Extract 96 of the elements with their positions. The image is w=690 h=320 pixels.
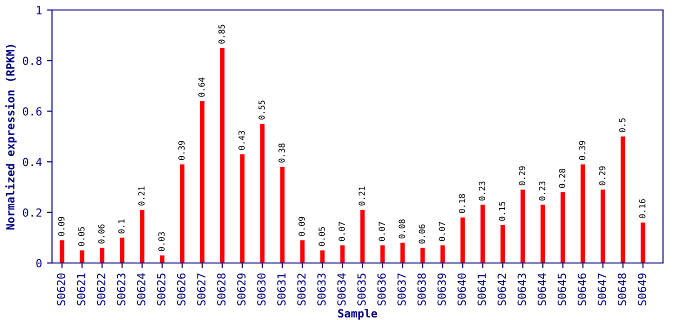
x-axis-title: Sample <box>338 308 378 320</box>
bar <box>300 240 305 263</box>
x-tick-label: S0646 <box>578 273 586 306</box>
y-axis-title: Normalized expression (RPKM) <box>5 44 17 230</box>
data-label: 0.39 <box>178 141 185 160</box>
data-label: 0.39 <box>579 141 586 160</box>
data-label: 0.09 <box>298 216 305 236</box>
x-tick-label: S0625 <box>157 274 166 306</box>
data-label: 0.03 <box>158 232 165 252</box>
x-tick-label: S0639 <box>437 273 446 306</box>
bar <box>160 255 164 263</box>
data-label: 0.15 <box>498 202 506 221</box>
bar <box>420 248 425 263</box>
data-label: 0.43 <box>238 130 245 150</box>
x-tick-label: S0626 <box>177 273 186 306</box>
x-tick-label: S0627 <box>197 274 206 306</box>
x-tick-label: S0649 <box>638 273 646 306</box>
bar <box>280 166 285 263</box>
data-label: 0.07 <box>438 222 446 241</box>
bar <box>260 124 265 263</box>
bar <box>360 210 365 263</box>
x-tick-label: S0631 <box>277 273 286 306</box>
bar <box>400 242 405 263</box>
bar <box>540 204 546 263</box>
y-tick-label: 0.6 <box>22 107 42 116</box>
x-tick-label: S0643 <box>518 274 526 306</box>
data-label: 0.21 <box>358 186 365 206</box>
bar <box>440 245 445 263</box>
bar <box>640 222 646 263</box>
x-tick-label: S0635 <box>357 274 366 306</box>
bar <box>580 164 586 263</box>
x-tick-label: S0623 <box>116 274 126 306</box>
data-label: 0.85 <box>218 24 225 44</box>
x-tick-label: S0622 <box>96 274 106 306</box>
data-label: 0.38 <box>278 144 285 163</box>
y-tick-label: 0.2 <box>22 208 42 217</box>
x-tick-label: S0634 <box>337 273 346 306</box>
x-tick-label: S0632 <box>297 274 306 306</box>
data-label: 0.23 <box>538 182 546 200</box>
data-label: 0.5 <box>619 118 626 132</box>
bar <box>620 136 626 263</box>
x-tick-label: S0620 <box>56 273 66 306</box>
bar <box>180 164 184 263</box>
data-label: 0.16 <box>639 199 646 218</box>
data-label: 0.09 <box>58 216 64 236</box>
bar <box>240 154 245 263</box>
x-tick-label: S0630 <box>257 273 266 306</box>
bar <box>200 101 204 263</box>
data-label: 0.05 <box>78 227 84 246</box>
y-tick-label: 1 <box>36 6 42 14</box>
bar <box>520 190 525 263</box>
y-tick-label: 0.4 <box>22 158 42 166</box>
data-label: 0.06 <box>98 224 105 244</box>
x-tick-label: S0629 <box>237 273 246 306</box>
x-tick-label: S0642 <box>498 274 506 306</box>
y-tick-label: 0.8 <box>22 56 42 66</box>
x-tick-label: S0636 <box>377 273 386 306</box>
bar <box>220 48 224 263</box>
data-label: 0.18 <box>458 194 466 214</box>
x-tick-label: S0644 <box>538 273 546 306</box>
x-tick-label: S0624 <box>136 273 146 306</box>
data-label: 0.55 <box>258 100 265 120</box>
bar <box>140 210 144 263</box>
x-tick-label: S0633 <box>317 274 326 306</box>
data-label: 0.23 <box>478 182 486 200</box>
x-tick-label: S0638 <box>417 273 426 306</box>
bar <box>480 204 485 263</box>
bar <box>120 238 124 263</box>
data-label: 0.21 <box>138 186 145 206</box>
data-label: 0.06 <box>418 224 426 244</box>
bar <box>500 225 505 263</box>
x-tick-label: S0641 <box>478 273 486 306</box>
x-tick-label: S0645 <box>558 274 566 306</box>
bar <box>560 192 566 263</box>
bar <box>100 248 104 263</box>
bar <box>320 250 325 263</box>
data-label: 0.1 <box>118 219 125 234</box>
bar <box>60 240 64 263</box>
x-tick-label: S0628 <box>217 273 226 306</box>
data-label: 0.28 <box>558 168 566 188</box>
x-tick-label: S0648 <box>618 273 626 306</box>
x-tick-label: S0621 <box>76 273 86 306</box>
y-tick-label: 0 <box>36 259 42 268</box>
x-tick-label: S0637 <box>397 274 406 306</box>
bar <box>80 250 84 263</box>
data-label: 0.07 <box>338 222 345 241</box>
bar <box>600 190 606 263</box>
data-label: 0.29 <box>599 166 606 186</box>
data-label: 0.08 <box>398 219 406 238</box>
data-label: 0.64 <box>198 78 205 97</box>
data-label: 0.07 <box>378 222 385 241</box>
data-label: 0.05 <box>318 227 325 246</box>
data-label: 0.29 <box>518 166 526 186</box>
x-tick-label: S0647 <box>598 274 606 306</box>
x-tick-label: S0640 <box>458 273 466 306</box>
bar <box>460 217 465 263</box>
